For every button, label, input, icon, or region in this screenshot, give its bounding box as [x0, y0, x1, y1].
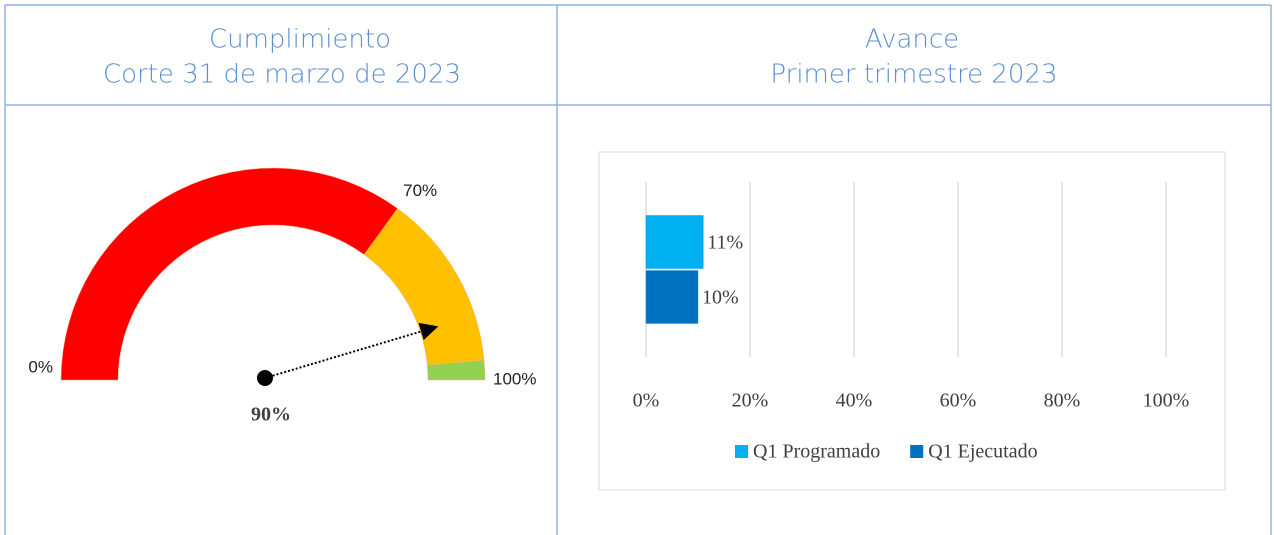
gauge-value: 90%	[251, 404, 291, 426]
gauge-band	[60, 167, 398, 381]
legend-swatch	[910, 445, 924, 458]
bar	[645, 215, 704, 269]
subtitle: Primer trimestre 2023	[770, 60, 1057, 90]
frame	[4, 4, 1272, 535]
x-tick-label: 60%	[940, 390, 977, 412]
legend-swatch	[735, 445, 748, 458]
legend-label: Q1 Programado	[753, 441, 880, 463]
x-tick-label: 100%	[1143, 390, 1190, 412]
x-tick-label: 80%	[1044, 390, 1081, 412]
title: Cumplimiento	[209, 25, 391, 55]
x-tick-label: 40%	[836, 390, 873, 412]
x-tick-label: 20%	[732, 390, 769, 412]
bar	[645, 270, 699, 324]
subtitle: Corte 31 de marzo de 2023	[103, 60, 461, 90]
needle-pivot	[257, 370, 273, 386]
chart-box	[598, 151, 1226, 491]
legend-label: Q1 Ejecutado	[928, 441, 1037, 463]
data-label: 11%	[707, 232, 743, 254]
title: Avance	[865, 25, 959, 55]
gauge-band	[427, 359, 486, 381]
data-label: 10%	[702, 287, 739, 309]
needle	[264, 322, 439, 379]
gauge-tick-label: 100%	[493, 369, 536, 388]
gauge-tick-label: 0%	[28, 357, 53, 376]
gauge-band	[363, 208, 485, 366]
gauge-tick-label: 70%	[403, 181, 437, 200]
x-tick-label: 0%	[633, 390, 660, 412]
